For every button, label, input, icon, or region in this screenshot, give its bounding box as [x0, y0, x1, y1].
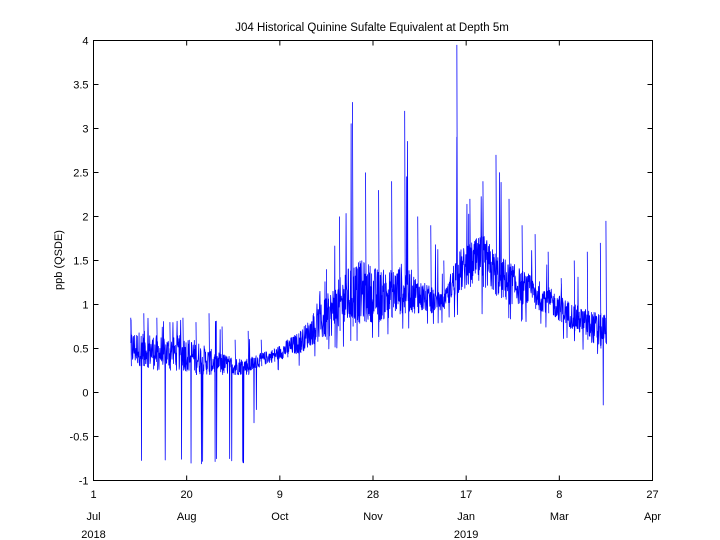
x-tick-label-month: Oct — [271, 511, 288, 523]
x-tick-label-month: Nov — [363, 511, 383, 523]
x-tick-label-day: 28 — [367, 489, 379, 501]
y-tick-label: -1 — [79, 476, 89, 488]
x-tick-label-month: Aug — [177, 511, 197, 523]
y-tick-label: 1.5 — [73, 256, 88, 268]
x-tick-label-day: 17 — [460, 489, 472, 501]
y-tick-label: 3 — [82, 124, 88, 136]
axes-frame — [93, 40, 653, 481]
y-axis-label: ppb (QSDE) — [53, 230, 65, 290]
y-tick-label: 1 — [82, 300, 88, 312]
x-tick-label-year: 2018 — [81, 529, 105, 540]
x-tick-label-month: Jul — [86, 511, 100, 523]
x-tick-label-year: 2019 — [454, 529, 478, 540]
x-tick-label-month: Jan — [457, 511, 475, 523]
series-line — [130, 44, 607, 465]
y-axis: -1 -0.5 0 0.5 1 1.5 2 2.5 3 3.5 4 — [70, 36, 653, 488]
x-tick-label-day: 20 — [181, 489, 193, 501]
x-tick-label-day: 9 — [277, 489, 283, 501]
x-tick-label-day: 27 — [646, 489, 658, 501]
y-tick-label: 2.5 — [73, 168, 88, 180]
y-tick-label: 0.5 — [73, 344, 88, 356]
y-tick-label: 2 — [82, 212, 88, 224]
y-tick-label: 3.5 — [73, 80, 88, 92]
chart-title: J04 Historical Quinine Sufalte Equivalen… — [235, 22, 509, 34]
x-tick-label-month: Mar — [550, 511, 569, 523]
x-tick-label-month: Apr — [644, 511, 661, 523]
y-tick-label: -0.5 — [70, 432, 89, 444]
plot-area — [130, 44, 607, 465]
y-tick-label: 0 — [82, 388, 88, 400]
y-tick-label: 4 — [82, 36, 88, 48]
x-tick-label-day: 1 — [90, 489, 96, 501]
x-tick-label-day: 8 — [556, 489, 562, 501]
